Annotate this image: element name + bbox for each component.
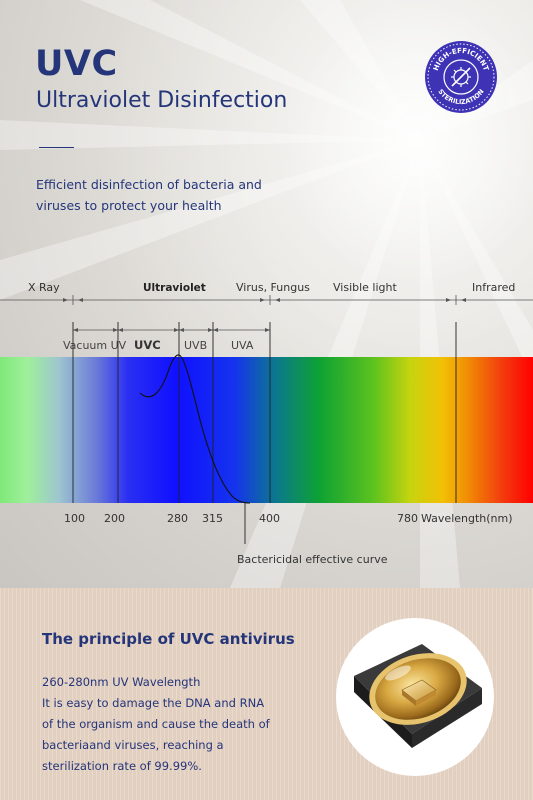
tick-315: 315 (202, 512, 223, 525)
principle-line: 260-280nm UV Wavelength (42, 675, 201, 689)
uv-spectrum-diagram: X Ray Ultraviolet Virus, Fungus Visible … (0, 281, 533, 566)
description: Efficient disinfection of bacteria and v… (36, 174, 296, 216)
principle-line: of the organism and cause the death of (42, 717, 270, 731)
page-title: UVC (35, 44, 118, 84)
label-ultraviolet: Ultraviolet (143, 282, 206, 294)
label-uvb: UVB (184, 339, 207, 352)
label-infrared: Infrared (472, 281, 515, 294)
led-image-frame (336, 618, 494, 776)
label-visible-light: Visible light (333, 281, 397, 294)
description-line: Efficient disinfection of bacteria and (36, 177, 262, 192)
label-x-ray: X Ray (28, 281, 60, 294)
divider (39, 147, 74, 148)
wavelength-markers (72, 322, 457, 544)
label-uva: UVA (231, 339, 254, 352)
description-line: viruses to protect your health (36, 198, 222, 213)
tick-280: 280 (167, 512, 188, 525)
principle-title: The principle of UVC antivirus (42, 630, 295, 648)
virus-crossed-icon (451, 67, 471, 87)
principle-line: sterilization rate of 99.99%. (42, 759, 202, 773)
hero-section: UVC Ultraviolet Disinfection Efficient d… (0, 0, 533, 588)
uvc-led-chip-icon (354, 644, 482, 748)
page-subtitle: Ultraviolet Disinfection (36, 88, 288, 113)
tick-100: 100 (64, 512, 85, 525)
principle-line: It is easy to damage the DNA and RNA (42, 696, 265, 710)
tick-400: 400 (259, 512, 280, 525)
range-arrows (0, 295, 533, 332)
tick-780: 780 (397, 512, 418, 525)
bactericidal-curve (139, 354, 251, 504)
curve-label: Bactericidal effective curve (237, 553, 388, 566)
tick-200: 200 (104, 512, 125, 525)
label-virus-fungus: Virus, Fungus (236, 281, 310, 294)
principle-section: The principle of UVC antivirus 260-280nm… (0, 588, 533, 800)
principle-text: 260-280nm UV Wavelength It is easy to da… (42, 672, 342, 777)
principle-line: bacteriaand viruses, reaching a (42, 738, 224, 752)
spectrum-band (0, 357, 533, 503)
label-uvc: UVC (134, 338, 161, 352)
high-efficient-sterilization-badge: HIGH-EFFICIENT STERILIZATION (425, 41, 497, 113)
label-vacuum-uv: Vacuum UV (63, 339, 127, 352)
axis-unit-label: Wavelength(nm) (421, 512, 513, 525)
